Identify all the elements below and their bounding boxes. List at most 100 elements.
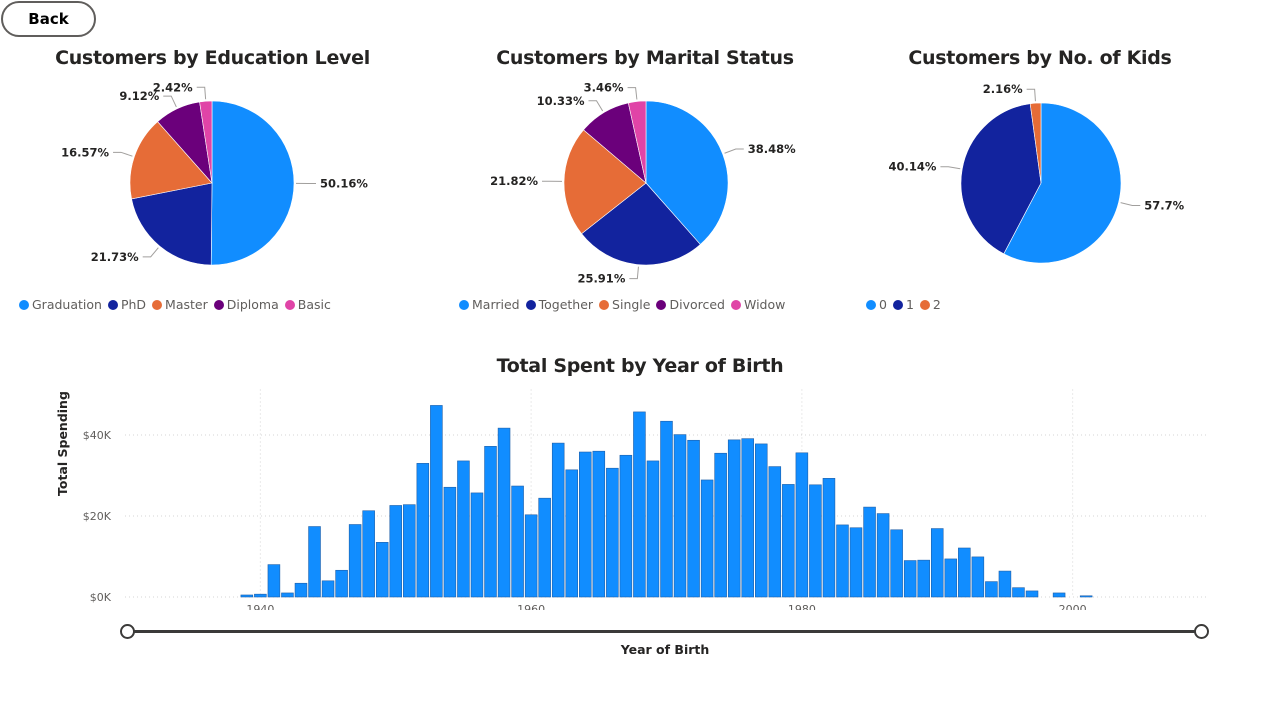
kids-pie-chart: 57.7% 40.14% 2.16% [889,82,1185,264]
bar-1940[interactable] [254,593,267,598]
bar-1991[interactable] [944,558,958,598]
bar-1963[interactable] [565,469,578,598]
pie-slice-2[interactable] [1029,102,1042,184]
bar-1953[interactable] [430,405,443,598]
bar-1995[interactable] [998,570,1012,598]
bar-1947[interactable] [348,524,362,598]
bar-1997[interactable] [1025,590,1039,598]
bar-1987[interactable] [890,529,903,598]
bar-1944[interactable] [308,526,321,598]
bar-2001[interactable] [1079,595,1093,598]
bar-1986[interactable] [876,513,890,598]
legend-item-divorced[interactable]: Divorced [656,297,725,312]
bar-1979[interactable] [782,484,795,598]
bar-1962[interactable] [551,442,565,598]
legend-item-2[interactable]: 2 [919,297,941,312]
bar-1958[interactable] [497,427,511,598]
pie-slice-graduation[interactable] [210,100,295,266]
bar-1961[interactable] [538,497,551,598]
bar-1965[interactable] [592,450,606,598]
leader-line-2 [1026,88,1036,102]
bar-1973[interactable] [700,479,714,598]
slider-start-handle[interactable] [120,624,135,639]
bar-1980[interactable] [795,452,809,598]
bar-1989[interactable] [917,559,930,598]
bar-1950[interactable] [389,505,403,598]
bar-1942[interactable] [281,592,294,598]
bar-1956[interactable] [470,492,484,598]
bar-1968[interactable] [633,411,646,598]
legend-item-1[interactable]: 1 [892,297,914,312]
year-range-slider-track[interactable] [127,630,1202,633]
bar-1972[interactable] [687,439,700,598]
pie-slice-master[interactable] [129,121,213,200]
bar-1952[interactable] [416,463,430,598]
bar-1959[interactable] [511,485,524,598]
kids-chart-title: Customers by No. of Kids [908,47,1172,69]
legend-item-married[interactable]: Married [459,297,520,312]
bar-1983[interactable] [836,524,849,598]
bar-1969[interactable] [646,460,660,598]
legend-item-master[interactable]: Master [152,297,208,312]
bar-1970[interactable] [660,420,673,598]
bar-1954[interactable] [443,486,457,598]
bar-1960[interactable] [524,514,538,598]
pie-slice-1[interactable] [960,103,1042,255]
legend-item-diploma[interactable]: Diploma [213,297,279,312]
bar-1978[interactable] [768,466,782,598]
bar-1981[interactable] [809,484,822,598]
bar-1945[interactable] [321,580,335,598]
bar-1975[interactable] [727,439,741,598]
legend-item-widow[interactable]: Widow [731,297,785,312]
bar-1976[interactable] [741,438,754,598]
bar-1996[interactable] [1012,587,1025,598]
bar-1993[interactable] [971,556,985,598]
bar-1999[interactable] [1052,592,1066,598]
bar-1943[interactable] [294,582,308,598]
legend-item-graduation[interactable]: Graduation [19,297,102,312]
pie-slice-0[interactable] [1003,102,1122,264]
pie-slice-phd[interactable] [131,182,213,266]
leader-line-basic [196,86,207,100]
marital-legend: Married Together Single Divorced Widow [459,297,791,312]
bar-1990[interactable] [930,528,944,598]
pie-slice-married[interactable] [645,100,729,245]
bar-1948[interactable] [362,510,375,598]
legend-item-together[interactable]: Together [525,297,593,312]
bar-1946[interactable] [335,569,348,598]
x-tick-label: 1960 [517,603,545,610]
pie-slice-together[interactable] [581,182,701,266]
pie-slice-widow[interactable] [627,100,647,184]
bar-1994[interactable] [985,581,998,598]
pie-slice-single[interactable] [563,129,647,235]
bar-1977[interactable] [755,443,768,598]
x-tick-label: 2000 [1059,603,1087,610]
bar-1939[interactable] [240,594,254,598]
bar-1988[interactable] [903,560,917,598]
bar-1974[interactable] [714,452,727,598]
slider-end-handle[interactable] [1194,624,1209,639]
legend-dot-icon [152,299,163,310]
back-button[interactable]: Back [1,1,96,37]
bar-1982[interactable] [822,478,836,598]
bar-1971[interactable] [673,434,687,598]
bar-1967[interactable] [619,454,633,598]
bar-1992[interactable] [958,547,971,598]
education-legend: Graduation PhD Master Diploma Basic [19,297,337,312]
y-tick-label: $0K [90,591,112,604]
bar-1955[interactable] [457,460,470,598]
bar-1964[interactable] [579,451,592,598]
bar-1966[interactable] [606,467,619,598]
bar-1941[interactable] [267,564,281,598]
bar-1957[interactable] [484,446,497,598]
bar-1984[interactable] [849,527,863,598]
bar-1949[interactable] [375,542,389,598]
data-label-2: 2.16% [983,82,1023,96]
bar-1985[interactable] [863,506,876,598]
bar-1951[interactable] [403,504,416,598]
legend-item-0[interactable]: 0 [866,297,887,312]
legend-item-basic[interactable]: Basic [284,297,331,312]
legend-item-single[interactable]: Single [599,297,650,312]
legend-item-phd[interactable]: PhD [107,297,146,312]
pie-slice-basic[interactable] [199,100,213,184]
